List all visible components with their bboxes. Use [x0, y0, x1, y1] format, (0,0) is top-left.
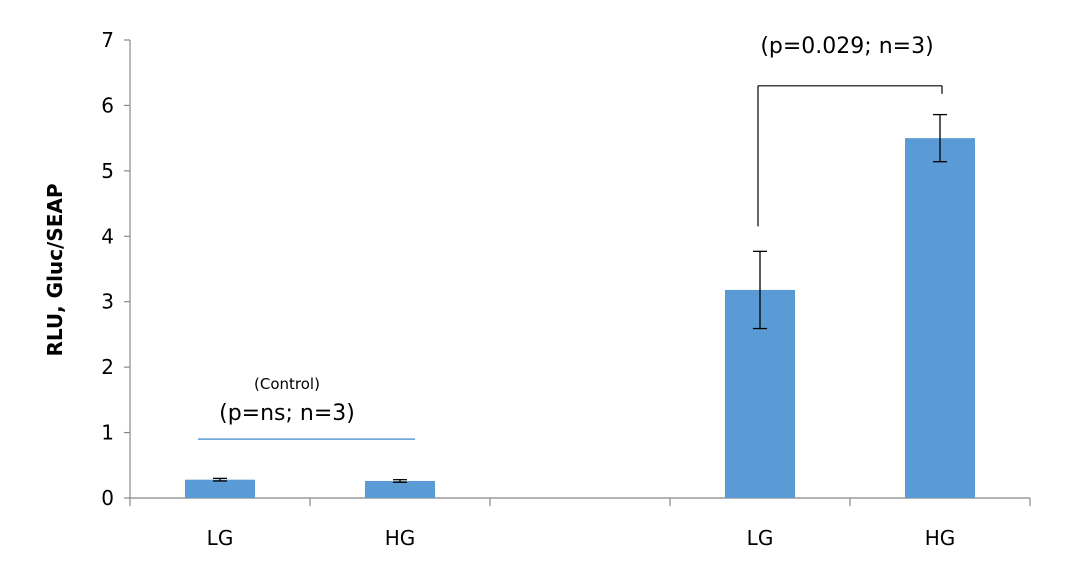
bar: [185, 479, 255, 498]
bars: [185, 113, 975, 498]
y-tick-label: 2: [101, 355, 114, 379]
bar: [905, 138, 975, 498]
y-tick-label: 4: [101, 224, 114, 248]
y-tick-label: 6: [101, 93, 114, 117]
y-tick-label: 7: [101, 28, 114, 52]
y-tick-label: 3: [101, 290, 114, 314]
treatment-stat-annotation: (p=0.029; n=3): [760, 34, 933, 59]
x-tick-label: LG: [207, 526, 234, 550]
annotations: [198, 85, 943, 440]
y-tick-label: 5: [101, 159, 114, 183]
axes: 0 1 2 3 4 5 6 7 LG HG LG HG: [101, 28, 1031, 550]
y-tick-label: 1: [101, 421, 114, 445]
bar: [365, 480, 435, 498]
x-tick-label: HG: [385, 526, 416, 550]
y-tick-label: 0: [101, 486, 114, 510]
control-stat-annotation: (p=ns; n=3): [219, 401, 355, 426]
control-label: (Control): [254, 375, 320, 393]
y-axis-label: RLU, Gluc/SEAP: [43, 183, 67, 356]
x-tick-label: LG: [747, 526, 774, 550]
x-tick-label: HG: [925, 526, 956, 550]
